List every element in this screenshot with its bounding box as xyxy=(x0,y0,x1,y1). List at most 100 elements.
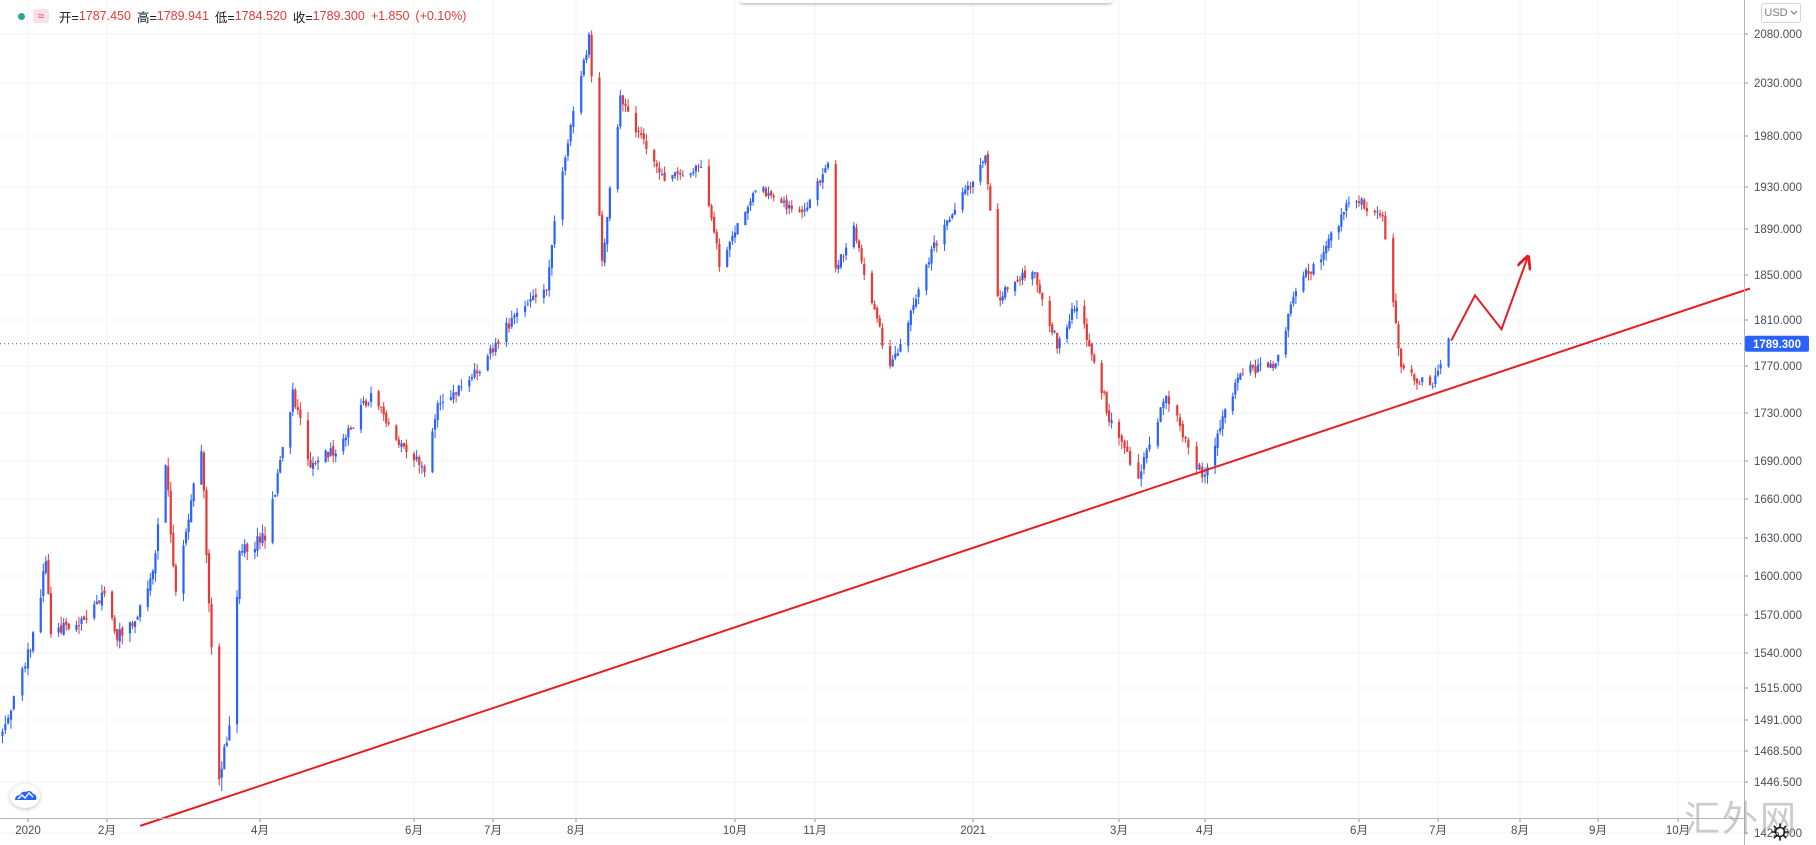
candle xyxy=(733,225,737,243)
candle xyxy=(510,310,513,329)
candle xyxy=(653,148,656,168)
y-tick-label: 1570.000 xyxy=(1754,610,1802,622)
candle xyxy=(49,586,53,638)
candle xyxy=(606,216,609,252)
candle xyxy=(1137,454,1140,479)
status-dot-icon xyxy=(18,12,25,20)
drawings[interactable] xyxy=(0,258,1751,827)
candle xyxy=(281,446,284,462)
forecast-arrow[interactable] xyxy=(1450,258,1527,342)
candle xyxy=(113,615,116,635)
candle xyxy=(1269,359,1272,369)
y-tick-label: 1770.000 xyxy=(1754,361,1802,373)
candle xyxy=(486,353,489,372)
candle xyxy=(899,338,902,353)
candle xyxy=(253,541,256,560)
candle xyxy=(12,695,15,711)
candle xyxy=(1254,359,1257,378)
indicator-wave-icon[interactable]: ≈ xyxy=(33,9,49,23)
candle xyxy=(1053,329,1056,334)
candle xyxy=(844,242,848,261)
candle xyxy=(187,513,190,540)
candle xyxy=(359,398,363,434)
candle xyxy=(948,216,951,223)
candle xyxy=(681,170,684,177)
candle xyxy=(473,363,476,380)
x-tick-label: 10月 xyxy=(723,825,747,837)
candle xyxy=(167,458,170,497)
candle xyxy=(377,389,380,411)
candle xyxy=(93,600,96,621)
candle xyxy=(1221,410,1224,437)
candle xyxy=(1249,360,1252,376)
y-tick-label: 1810.000 xyxy=(1754,315,1802,327)
candle xyxy=(961,187,964,213)
candle xyxy=(397,435,400,448)
x-tick-label: 4月 xyxy=(1196,825,1214,837)
candle xyxy=(979,157,982,186)
candle xyxy=(200,444,203,485)
candle xyxy=(57,622,60,637)
x-tick-label: 9月 xyxy=(1589,825,1607,837)
candle xyxy=(1051,321,1054,336)
candle xyxy=(621,94,625,112)
candle xyxy=(553,215,556,248)
candle xyxy=(1418,380,1421,385)
candle xyxy=(75,620,78,632)
x-tick-label: 7月 xyxy=(484,825,502,837)
candle xyxy=(637,126,640,139)
candle xyxy=(294,387,297,410)
candle xyxy=(1085,318,1088,347)
candle xyxy=(726,246,729,268)
candle xyxy=(1036,272,1039,293)
candle xyxy=(220,761,223,791)
candle xyxy=(634,105,638,138)
candle xyxy=(367,401,370,407)
candle xyxy=(202,450,205,499)
candle xyxy=(1402,363,1405,371)
candle xyxy=(118,622,121,649)
candle xyxy=(1073,305,1076,313)
candle xyxy=(289,411,292,454)
candle xyxy=(468,375,471,392)
candle xyxy=(751,191,755,206)
candle xyxy=(1023,265,1027,281)
candle xyxy=(1381,211,1384,222)
candle xyxy=(489,344,492,360)
candle xyxy=(692,168,695,176)
candle xyxy=(764,186,768,198)
candle xyxy=(1447,337,1450,368)
currency-selector[interactable]: USD xyxy=(1761,3,1801,23)
gear-icon[interactable] xyxy=(1770,822,1790,842)
candle xyxy=(545,288,548,296)
candle xyxy=(907,320,910,353)
candle xyxy=(1108,403,1111,427)
y-tick-label: 2030.000 xyxy=(1754,78,1802,90)
candle xyxy=(1075,300,1079,320)
candle xyxy=(452,384,455,404)
candle xyxy=(917,287,920,305)
candle xyxy=(513,312,516,325)
candle xyxy=(405,439,408,459)
candle xyxy=(380,406,383,414)
tradingview-cloud-icon[interactable] xyxy=(10,784,40,808)
candle xyxy=(274,494,277,498)
candle xyxy=(627,99,630,112)
y-tick-label: 1660.000 xyxy=(1754,494,1802,506)
candle xyxy=(927,257,931,269)
candle xyxy=(1187,437,1190,455)
candle xyxy=(658,161,661,180)
candle xyxy=(1162,398,1165,415)
open-label: 开= xyxy=(59,10,79,25)
candle xyxy=(1392,233,1395,308)
candle xyxy=(881,323,884,349)
candle xyxy=(494,337,497,356)
candle xyxy=(1216,429,1219,456)
candle xyxy=(1006,286,1009,293)
candle xyxy=(1184,436,1187,443)
candle xyxy=(700,159,703,168)
candle xyxy=(65,617,68,631)
trendline[interactable] xyxy=(139,287,1751,827)
